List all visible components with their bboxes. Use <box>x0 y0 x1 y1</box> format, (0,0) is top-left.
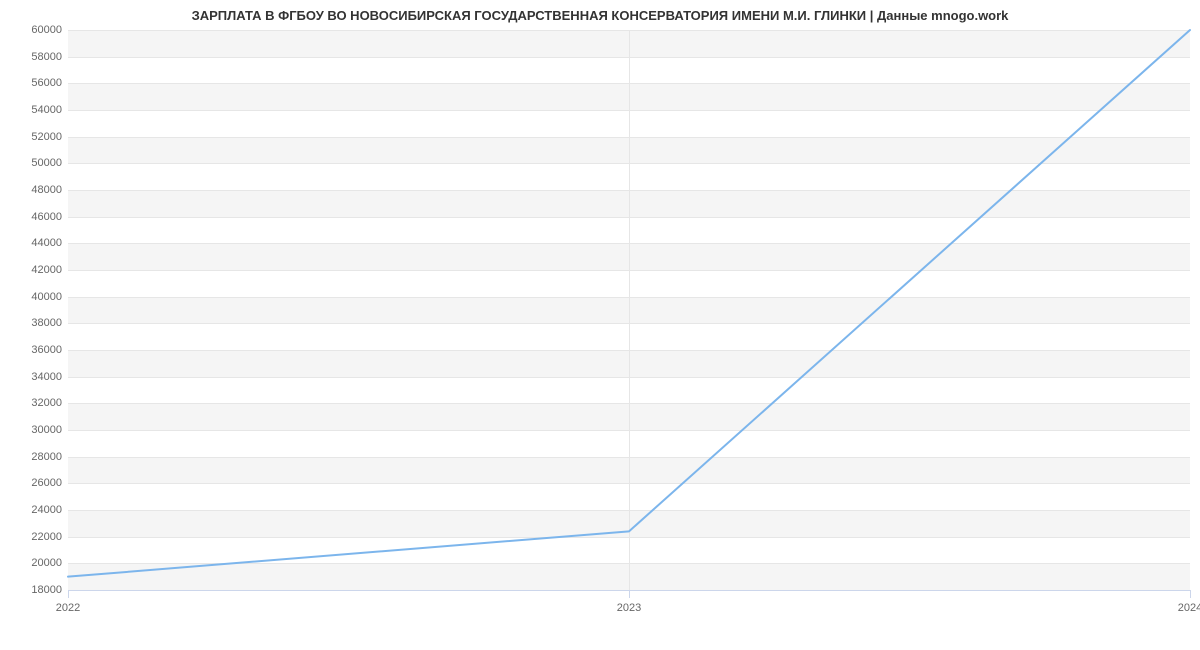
x-tick-label: 2024 <box>1178 602 1200 614</box>
y-tick-label: 18000 <box>0 584 62 596</box>
y-tick-label: 24000 <box>0 504 62 516</box>
y-tick-label: 32000 <box>0 397 62 409</box>
y-tick-label: 48000 <box>0 184 62 196</box>
y-tick-label: 28000 <box>0 451 62 463</box>
y-tick-label: 38000 <box>0 317 62 329</box>
series-layer <box>68 30 1190 590</box>
y-tick-label: 30000 <box>0 424 62 436</box>
y-tick-label: 54000 <box>0 104 62 116</box>
y-tick-label: 36000 <box>0 344 62 356</box>
y-tick-label: 50000 <box>0 157 62 169</box>
y-tick-label: 20000 <box>0 557 62 569</box>
y-tick-label: 56000 <box>0 77 62 89</box>
y-tick-label: 40000 <box>0 291 62 303</box>
y-tick-label: 22000 <box>0 531 62 543</box>
x-tick-mark <box>1190 590 1191 598</box>
x-tick-mark <box>629 590 630 598</box>
y-tick-label: 26000 <box>0 477 62 489</box>
y-tick-label: 42000 <box>0 264 62 276</box>
y-tick-label: 34000 <box>0 371 62 383</box>
y-tick-label: 46000 <box>0 211 62 223</box>
y-tick-label: 58000 <box>0 51 62 63</box>
y-tick-label: 52000 <box>0 131 62 143</box>
x-tick-mark <box>68 590 69 598</box>
x-tick-label: 2022 <box>56 602 80 614</box>
chart-title: ЗАРПЛАТА В ФГБОУ ВО НОВОСИБИРСКАЯ ГОСУДА… <box>0 8 1200 23</box>
plot-area <box>68 30 1190 590</box>
y-tick-label: 44000 <box>0 237 62 249</box>
x-tick-label: 2023 <box>617 602 641 614</box>
salary-chart: ЗАРПЛАТА В ФГБОУ ВО НОВОСИБИРСКАЯ ГОСУДА… <box>0 0 1200 650</box>
series-line-salary <box>68 30 1190 577</box>
y-tick-label: 60000 <box>0 24 62 36</box>
